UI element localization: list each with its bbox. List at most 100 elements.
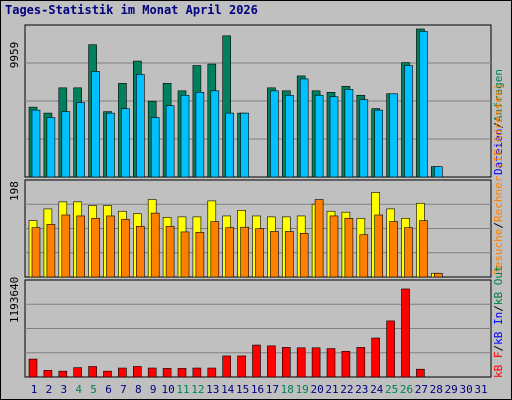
bar-kb-f-day-4 — [73, 367, 82, 378]
bar-besuche-day-7 — [121, 218, 130, 278]
bar-dateien-day-9 — [150, 117, 160, 178]
legend-rechner: Rechner (IP-Adressen) — [492, 83, 505, 222]
bar-dateien-day-25 — [389, 93, 398, 178]
bar-besuche-day-13 — [210, 221, 220, 278]
x-tick-label: 3 — [60, 383, 67, 396]
bar-dateien-day-24 — [374, 109, 384, 178]
x-tick-label: 1 — [31, 383, 38, 396]
bar-besuche-day-25 — [389, 221, 398, 278]
bar-dateien-day-27 — [419, 31, 428, 178]
x-tick-label: 13 — [206, 383, 219, 396]
bar-dateien-day-23 — [359, 99, 369, 178]
x-tick-label: 27 — [415, 383, 428, 396]
y-max-label-top: 9959 — [8, 42, 21, 69]
bar-kb-f-day-3 — [58, 370, 68, 378]
bar-dateien-day-12 — [195, 91, 205, 178]
bar-besuche-day-11 — [180, 231, 190, 278]
bar-dateien-day-2 — [46, 117, 56, 178]
x-tick-label: 10 — [161, 383, 174, 396]
bar-dateien-day-19 — [299, 78, 309, 178]
x-tick-label: 19 — [296, 383, 309, 396]
legend-sep: / — [492, 305, 505, 312]
bar-dateien-day-8 — [136, 74, 145, 178]
bar-kb-f-day-1 — [28, 358, 38, 378]
x-axis-labels: 1 2 3 4 5 6 7 8 9 10 11 12 13 14 15 16 17 18 19 20 21 22 23 24 2… — [31, 383, 488, 396]
bar-kb-f-day-8 — [133, 366, 142, 378]
bar-kb-f-day-26 — [401, 288, 410, 378]
x-tick-label: 4 — [75, 383, 82, 396]
bar-kb-f-day-13 — [207, 367, 217, 378]
x-tick-label: 22 — [340, 383, 353, 396]
legend-kb-out: kB Out — [492, 265, 505, 305]
x-tick-label: 28 — [430, 383, 443, 396]
bar-dateien-day-6 — [106, 112, 115, 178]
bar-besuche-day-2 — [46, 224, 56, 278]
bar-kb-f-day-27 — [416, 368, 425, 378]
x-tick-label: 8 — [135, 383, 142, 396]
bar-dateien-day-13 — [210, 90, 220, 178]
bar-besuche-day-28 — [433, 272, 443, 278]
legend-kb-in: kB In — [492, 312, 505, 345]
bar-besuche-day-19 — [299, 233, 309, 278]
bar-kb-f-day-9 — [147, 367, 157, 378]
bar-kb-f-day-22 — [341, 350, 351, 378]
bar-besuche-day-18 — [284, 231, 294, 278]
bar-kb-f-day-18 — [281, 347, 291, 378]
bar-dateien-day-5 — [91, 71, 100, 178]
x-tick-label: 31 — [474, 383, 487, 396]
bar-besuche-day-20 — [314, 199, 324, 278]
bar-besuche-day-27 — [419, 220, 428, 278]
bar-dateien-day-14 — [225, 112, 234, 178]
bar-besuche-day-5 — [91, 217, 100, 278]
legend-kb-f: kB F — [492, 352, 505, 379]
bar-kb-f-day-14 — [222, 355, 231, 378]
legend-top: Dateien/Anfragen — [492, 69, 505, 175]
bar-besuche-day-16 — [255, 228, 264, 278]
bar-dateien-day-4 — [76, 102, 85, 178]
legend-bottom: kB F/kB In/kB Out — [492, 265, 505, 378]
panel-top — [24, 24, 492, 178]
bar-besuche-day-26 — [404, 227, 413, 278]
bar-besuche-day-9 — [150, 212, 160, 278]
bar-kb-f-day-21 — [326, 348, 336, 378]
bar-besuche-day-24 — [374, 214, 384, 278]
bar-kb-f-day-17 — [267, 345, 276, 378]
panel-middle — [24, 179, 492, 278]
bar-besuche-day-4 — [76, 215, 85, 278]
legend-sep: / — [492, 222, 505, 229]
x-tick-label: 7 — [120, 383, 127, 396]
x-tick-label: 17 — [266, 383, 279, 396]
bar-kb-f-day-20 — [311, 347, 321, 378]
bar-dateien-day-11 — [180, 94, 190, 178]
bar-besuche-day-6 — [106, 215, 115, 278]
bar-kb-f-day-7 — [118, 367, 127, 378]
x-tick-label: 24 — [370, 383, 384, 396]
bar-besuche-day-3 — [61, 214, 71, 278]
svg-text:Dateien/Anfragen: Dateien/Anfragen — [492, 69, 505, 175]
bar-dateien-day-26 — [404, 65, 413, 178]
bar-besuche-day-23 — [359, 234, 369, 278]
x-tick-label: 5 — [90, 383, 97, 396]
x-tick-label: 30 — [459, 383, 472, 396]
bar-kb-f-day-11 — [177, 368, 187, 378]
bar-kb-f-day-6 — [103, 370, 112, 378]
legend-sep: / — [492, 345, 505, 352]
x-tick-label: 11 — [176, 383, 189, 396]
x-tick-label: 14 — [221, 383, 235, 396]
x-tick-label: 18 — [281, 383, 294, 396]
bar-dateien-day-21 — [329, 96, 339, 178]
bar-besuche-day-14 — [225, 227, 234, 278]
bar-dateien-day-1 — [31, 109, 41, 178]
bar-besuche-day-15 — [240, 226, 249, 278]
bar-besuche-day-17 — [270, 231, 279, 278]
x-tick-label: 12 — [191, 383, 204, 396]
bar-kb-f-day-16 — [252, 344, 261, 378]
bar-dateien-day-10 — [165, 105, 175, 178]
x-tick-label: 20 — [310, 383, 323, 396]
svg-text:Besuche/Rechner (IP-Adressen): Besuche/Rechner (IP-Adressen) — [492, 83, 505, 275]
x-tick-label: 21 — [325, 383, 338, 396]
bar-dateien-day-20 — [314, 94, 324, 178]
legend-anfragen: Anfragen — [492, 69, 505, 122]
bar-besuche-day-8 — [136, 225, 145, 278]
